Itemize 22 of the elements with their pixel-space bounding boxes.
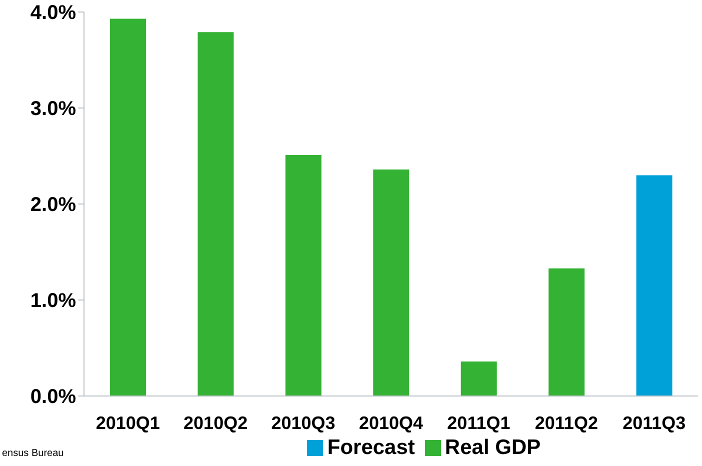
x-tick-label: 2010Q1 xyxy=(96,412,160,433)
legend-label: Forecast xyxy=(327,436,415,459)
y-tick-label: 4.0% xyxy=(30,2,76,24)
x-tick-label: 2011Q3 xyxy=(622,412,686,433)
y-tick-label: 3.0% xyxy=(30,98,76,120)
bar xyxy=(373,169,410,396)
x-tick-label: 2010Q3 xyxy=(271,412,336,433)
y-tick-label: 2.0% xyxy=(30,194,76,216)
y-tick-label: 0.0% xyxy=(30,386,76,408)
x-tick-label: 2011Q2 xyxy=(534,412,598,433)
bar xyxy=(460,361,497,396)
text: ensus Bureau xyxy=(2,448,64,459)
x-tick-label: 2010Q2 xyxy=(184,412,248,433)
bar xyxy=(285,155,322,396)
bar xyxy=(198,32,234,396)
y-tick-label: 1.0% xyxy=(30,290,76,312)
legend-label: Real GDP xyxy=(444,436,541,459)
x-tick-label: 2011Q1 xyxy=(447,412,510,433)
bar xyxy=(110,18,146,396)
bar xyxy=(636,175,672,396)
bar xyxy=(548,268,585,396)
x-tick-label: 2010Q4 xyxy=(358,412,424,433)
